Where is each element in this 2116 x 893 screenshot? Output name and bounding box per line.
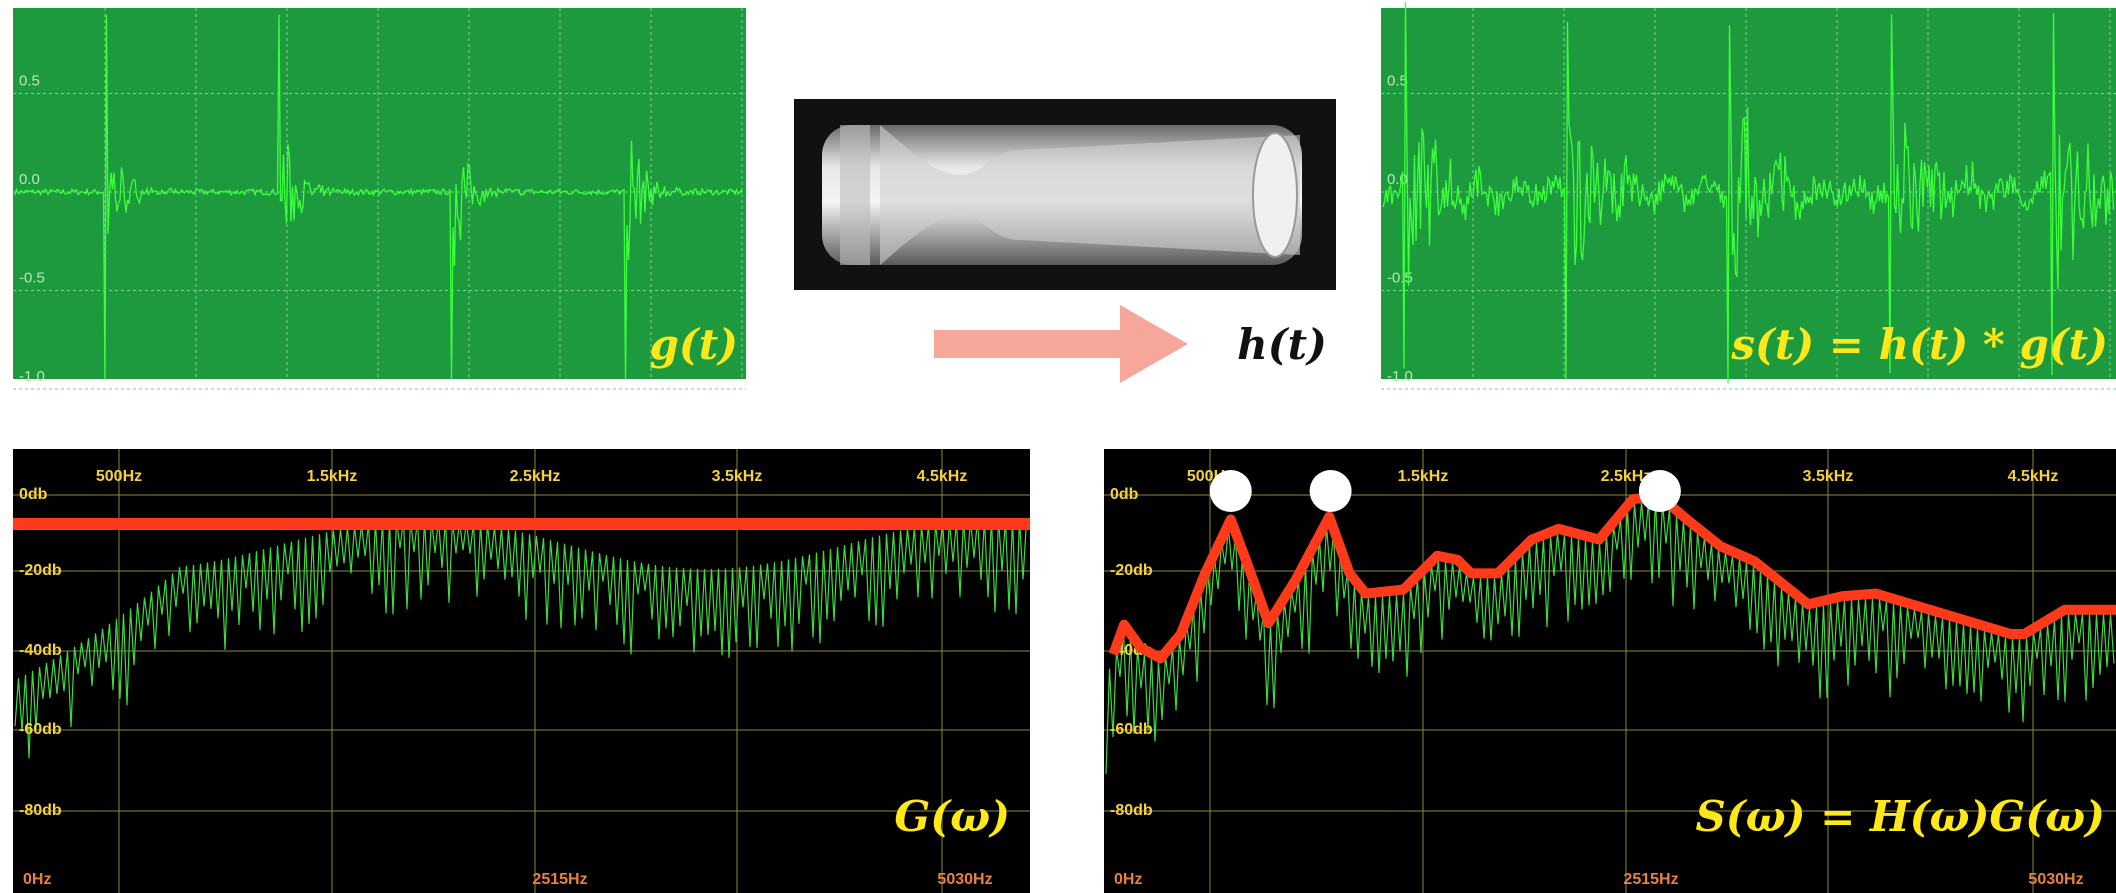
peak-dot <box>1639 470 1681 512</box>
signal-label: g(t) <box>649 320 738 369</box>
y-tick-label: 0db <box>19 486 48 503</box>
axis-label: 0Hz <box>23 871 51 888</box>
x-tick-label: 2.5kHz <box>510 468 561 485</box>
x-tick-label: 3.5kHz <box>712 468 763 485</box>
axis-label: 5030Hz <box>2028 871 2083 888</box>
x-tick-label: 4.5kHz <box>2008 468 2059 485</box>
y-tick-label: -80db <box>19 802 62 819</box>
arrow <box>934 305 1188 383</box>
y-tick-label: -60db <box>19 721 62 738</box>
y-tick-label: -20db <box>1110 562 1153 579</box>
tube-photo <box>794 99 1336 290</box>
y-tick-label: -0.5 <box>19 269 45 286</box>
axis-label: 2515Hz <box>532 871 587 888</box>
signal-label: G(ω) <box>894 792 1010 841</box>
x-tick-label: 1.5kHz <box>307 468 358 485</box>
signal-label: s(t) = h(t) * g(t) <box>1730 320 2108 369</box>
signal-label: S(ω) = H(ω)G(ω) <box>1695 792 2105 841</box>
y-tick-label: -1.0 <box>1387 368 1413 385</box>
filter-label: h(t) <box>1237 320 1327 369</box>
peak-dot <box>1310 470 1352 512</box>
y-tick-label: -40db <box>19 642 62 659</box>
y-tick-label: -60db <box>1110 721 1153 738</box>
y-tick-label: -20db <box>19 562 62 579</box>
x-tick-label: 500Hz <box>96 468 142 485</box>
peak-dot <box>1210 470 1252 512</box>
axis-label: 2515Hz <box>1623 871 1678 888</box>
x-tick-label: 1.5kHz <box>1398 468 1449 485</box>
y-tick-label: 0.5 <box>19 72 40 89</box>
y-tick-label: 0db <box>1110 486 1139 503</box>
x-tick-label: 4.5kHz <box>917 468 968 485</box>
panel-background <box>13 449 1030 893</box>
axis-label: 5030Hz <box>937 871 992 888</box>
y-tick-label: -80db <box>1110 802 1153 819</box>
y-tick-label: 0.0 <box>19 171 40 188</box>
y-tick-label: -1.0 <box>19 368 45 385</box>
figure: h(t) 0.50.0-0.5-1.0g(t)0.50.0-0.5-1.0s(t… <box>0 0 2116 893</box>
x-tick-label: 3.5kHz <box>1803 468 1854 485</box>
axis-label: 0Hz <box>1114 871 1142 888</box>
